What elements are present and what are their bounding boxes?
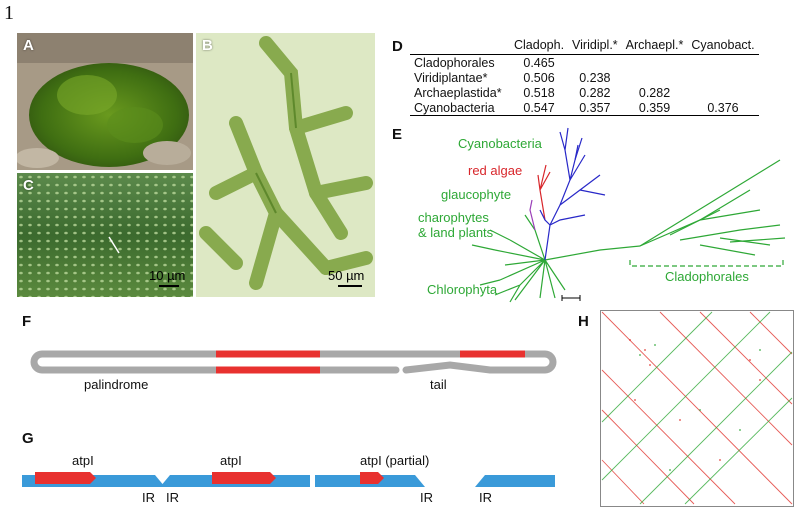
tree-label-charophytes: charophytes (418, 210, 489, 225)
table-cell: 0.518 (523, 85, 555, 100)
table-row: Cladophorales 0.465 (410, 55, 759, 71)
table-row-label: Archaeplastida* (414, 85, 502, 100)
tree-label-red-algae: red algae (468, 163, 523, 178)
ir-label-3: IR (420, 490, 433, 505)
panel-b-letter: B (202, 37, 213, 54)
gene-label-1: atpI (72, 453, 94, 468)
panel-c-photo: C 10 µm (17, 173, 193, 297)
panel-c-scale-label: 10 µm (149, 268, 186, 283)
table-header-cell: Viridipl.* (568, 38, 622, 55)
table-cell (622, 70, 688, 85)
phylogenetic-tree (471, 127, 786, 303)
table-cell: 0.357 (568, 100, 622, 116)
cell-surface-image (17, 173, 193, 297)
table-row-label: Cladophorales (414, 55, 495, 70)
table-header-row: Cladoph. Viridipl.* Archaepl.* Cyanobact… (410, 38, 759, 55)
panel-b-scale-bar (338, 285, 362, 287)
panel-e-letter: E (392, 126, 403, 143)
panel-c-letter: C (23, 177, 34, 194)
table-cell (622, 55, 688, 71)
table-cell: 0.359 (621, 100, 688, 116)
table-cell: 0.238 (579, 70, 611, 85)
tree-label-chlorophyta: Chlorophyta (427, 282, 498, 297)
table-row-label: Cyanobacteria (410, 100, 510, 116)
table-row-label: Viridiplantae* (414, 70, 488, 85)
table-cell: 0.506 (523, 70, 555, 85)
panel-h-letter: H (578, 313, 589, 330)
panel-c-scale-bar (159, 285, 179, 287)
ir-label-2: IR (166, 490, 179, 505)
ir-label-4: IR (479, 490, 492, 505)
table-row: Cyanobacteria 0.547 0.357 0.359 0.376 (410, 100, 759, 116)
table-header-cell: Archaepl.* (621, 38, 688, 55)
palindrome-diagram (30, 350, 557, 374)
table-header-cell (410, 38, 510, 55)
table-cell: 0.282 (638, 85, 671, 100)
tree-label-cladophorales: Cladophorales (665, 269, 749, 284)
inverted-repeat-diagram (22, 472, 555, 487)
table-cell (687, 55, 758, 71)
palindrome-label: palindrome (84, 377, 149, 392)
table-cell (568, 55, 622, 71)
tree-label-land-plants: & land plants (418, 225, 494, 240)
table-cell: 0.547 (510, 100, 569, 116)
figure-number: 1 (4, 2, 14, 24)
table-cell: 0.376 (687, 100, 759, 116)
panel-b-photo: B 50 µm (196, 33, 375, 297)
table-header-cell: Cladoph. (510, 38, 569, 55)
panel-f-letter: F (22, 313, 32, 330)
table-cell: 0.282 (579, 85, 611, 100)
table-row: Viridiplantae* 0.506 0.238 (410, 70, 759, 85)
gene-label-3: atpI (partial) (360, 453, 430, 468)
distance-table: Cladoph. Viridipl.* Archaepl.* Cyanobact… (410, 38, 759, 116)
panel-b-scale-label: 50 µm (328, 268, 365, 283)
tail-label: tail (430, 377, 447, 392)
tree-label-cyanobacteria: Cyanobacteria (458, 136, 542, 151)
ir-label-1: IR (142, 490, 155, 505)
table-header-cell: Cyanobact. (687, 38, 759, 55)
table-cell: 0.465 (523, 55, 555, 70)
panel-d-letter: D (392, 38, 403, 55)
branched-filaments-image (196, 33, 375, 297)
gene-label-2: atpI (220, 453, 242, 468)
algae-mat-image (17, 33, 193, 170)
panel-a-photo: A (17, 33, 193, 170)
tree-label-glaucophyte: glaucophyte (441, 187, 512, 202)
table-cell (687, 70, 758, 85)
panel-g-letter: G (22, 430, 34, 447)
table-cell (687, 85, 758, 100)
dot-plot (600, 310, 794, 507)
table-row: Archaeplastida* 0.518 0.282 0.282 (410, 85, 759, 100)
panel-a-letter: A (23, 37, 34, 54)
